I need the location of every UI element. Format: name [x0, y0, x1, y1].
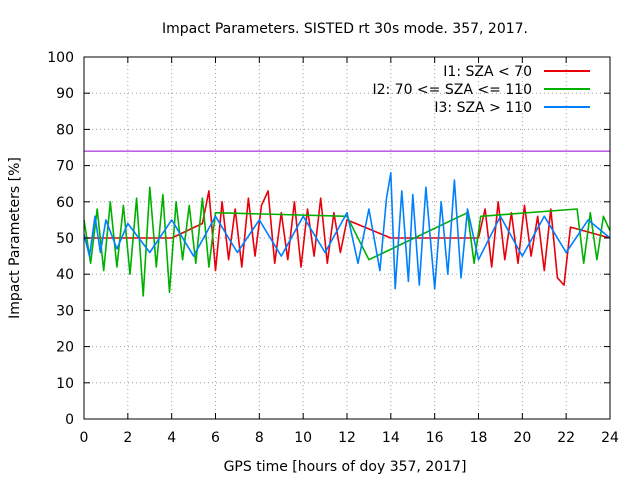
- legend-label-2: I2: 70 <= SZA <= 110: [372, 82, 532, 98]
- series-line-1: [84, 190, 611, 286]
- x-tick-label: 22: [557, 430, 575, 446]
- x-tick-label: 20: [513, 430, 531, 446]
- x-tick-label: 14: [382, 430, 400, 446]
- y-tick-label: 30: [56, 303, 74, 319]
- x-tick-label: 4: [167, 430, 176, 446]
- x-tick-label: 8: [255, 430, 264, 446]
- legend-label-1: I1: SZA < 70: [443, 64, 532, 80]
- y-tick-label: 100: [47, 50, 74, 66]
- x-tick-label: 12: [338, 430, 356, 446]
- legend-label-3: I3: SZA > 110: [434, 100, 532, 116]
- x-tick-label: 18: [470, 430, 488, 446]
- series-layer: [83, 172, 611, 297]
- x-tick-label: 2: [123, 430, 132, 446]
- y-axis-label: Impact Parameters [%]: [7, 157, 23, 319]
- y-tick-label: 10: [56, 376, 74, 392]
- series-line-3: [83, 172, 611, 290]
- x-axis-label: GPS time [hours of doy 357, 2017]: [224, 459, 467, 475]
- y-tick-label: 20: [56, 340, 74, 356]
- y-tick-label: 0: [65, 412, 74, 428]
- y-tick-labels: 0 10 20 30 40 50 60 70 80 90 100: [47, 50, 74, 428]
- x-tick-labels: 0 2 4 6 8 10 12 14 16 18 20 22 24: [80, 430, 619, 446]
- y-tick-label: 40: [56, 267, 74, 283]
- ticks: [83, 56, 611, 420]
- x-tick-label: 16: [426, 430, 444, 446]
- x-tick-label: 10: [294, 430, 312, 446]
- y-tick-label: 50: [56, 231, 74, 247]
- x-tick-label: 0: [80, 430, 89, 446]
- series-line-2: [83, 186, 611, 297]
- y-tick-label: 70: [56, 159, 74, 175]
- x-tick-label: 24: [601, 430, 619, 446]
- chart-title: Impact Parameters. SISTED rt 30s mode. 3…: [162, 21, 528, 37]
- y-tick-label: 90: [56, 86, 74, 102]
- y-tick-label: 60: [56, 195, 74, 211]
- x-tick-label: 6: [211, 430, 220, 446]
- legend: I1: SZA < 70 I2: 70 <= SZA <= 110 I3: SZA …: [372, 64, 590, 116]
- y-tick-label: 80: [56, 122, 74, 138]
